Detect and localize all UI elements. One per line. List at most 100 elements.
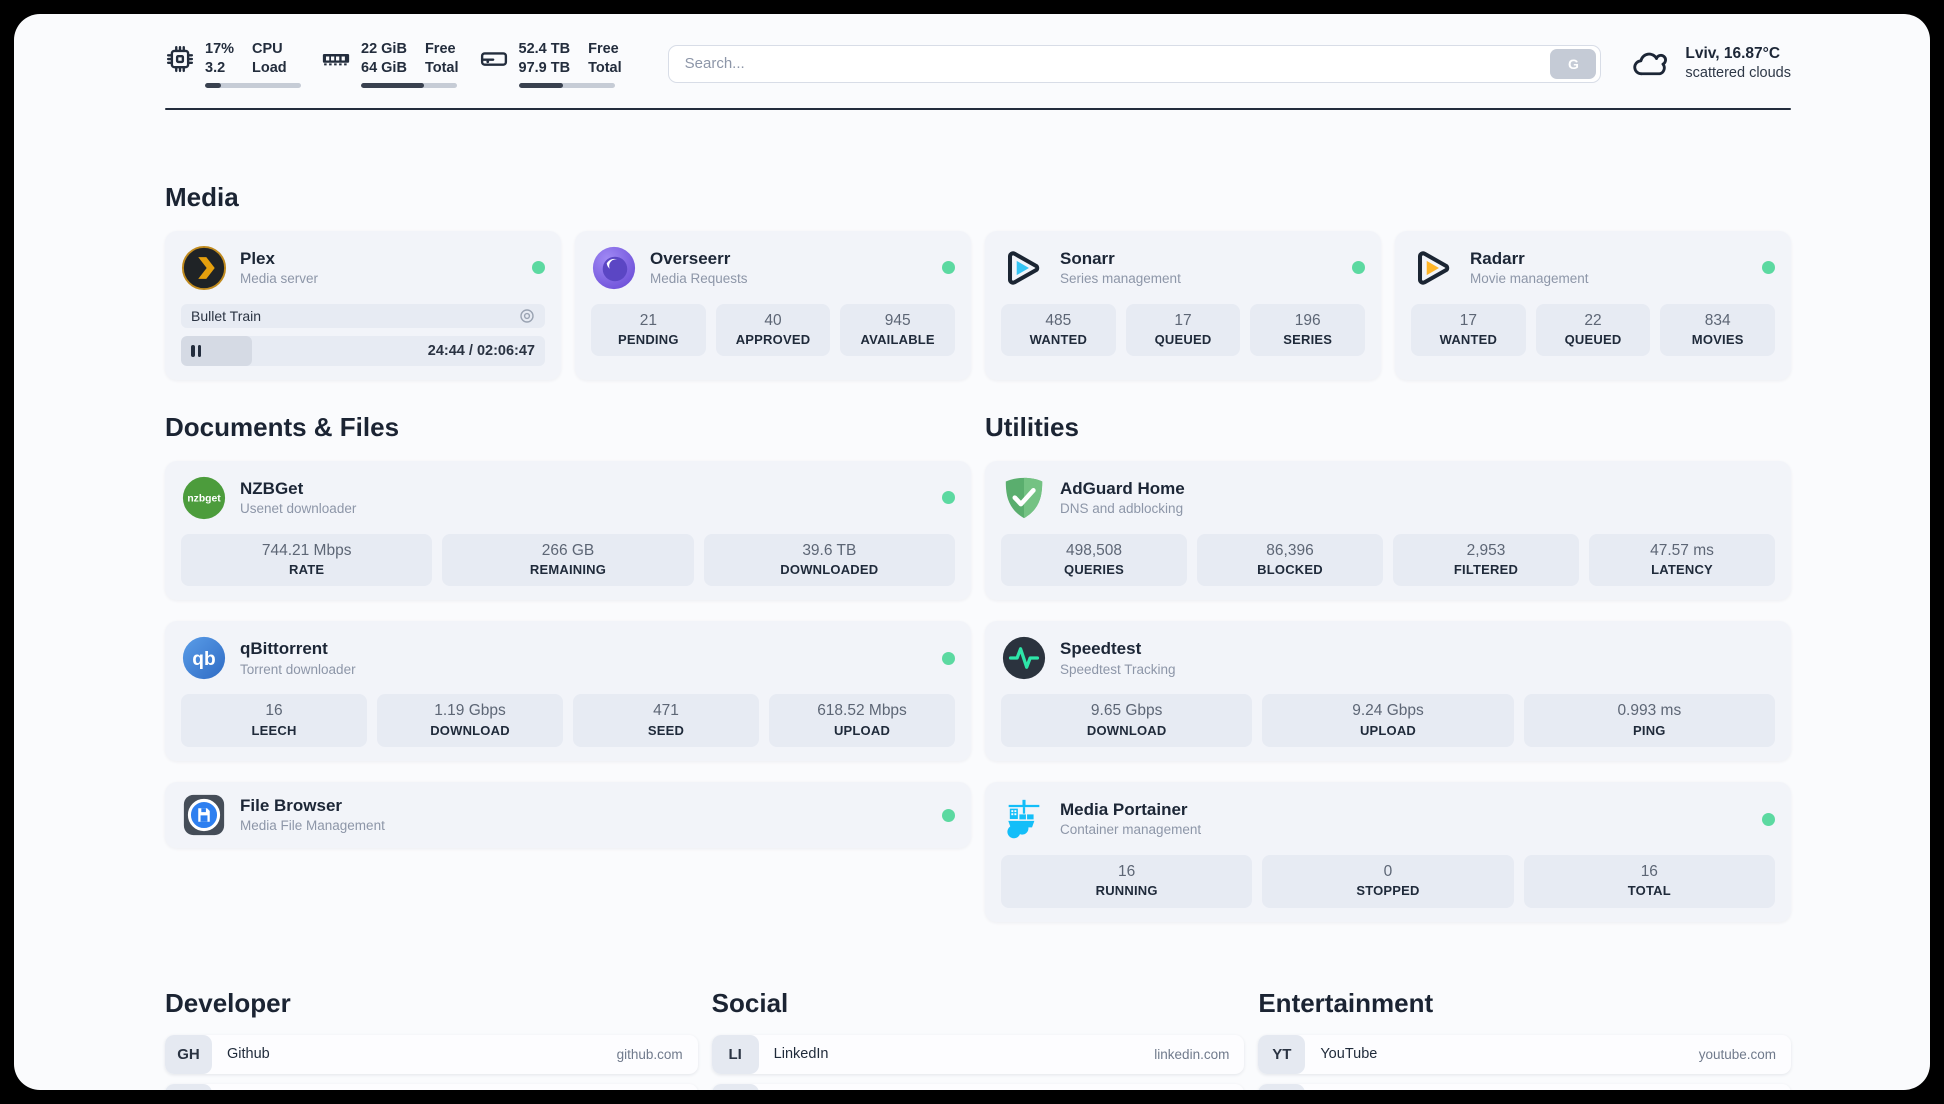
stat-upload: 618.52 Mbps UPLOAD: [769, 694, 955, 748]
status-dot: [1762, 812, 1775, 826]
section-title-media: Media: [165, 181, 239, 212]
app-subtitle: Container management: [1060, 822, 1202, 838]
section-title-social: Social: [711, 987, 789, 1018]
header-bar: 17% 3.2 CPU Load: [165, 40, 1791, 88]
portainer-icon: [1001, 796, 1047, 842]
status-dot: [942, 261, 955, 275]
app-name: NZBGet: [240, 478, 304, 498]
app-card-portainer[interactable]: Media Portainer Container management 16 …: [985, 782, 1791, 922]
cloud-icon: [1631, 46, 1673, 82]
bookmark-tag: LI: [711, 1034, 759, 1074]
app-card-plex[interactable]: Plex Media server Bullet Train: [165, 230, 561, 380]
app-card-sonarr[interactable]: Sonarr Series management 485 WANTED 17 Q…: [985, 230, 1381, 380]
weather-location-temp: Lviv, 16.87°C: [1685, 45, 1781, 63]
cpu-stat: 17% 3.2 CPU Load: [165, 40, 301, 88]
status-dot: [532, 261, 545, 275]
app-subtitle: Media Requests: [650, 271, 748, 287]
app-subtitle: Media server: [240, 271, 319, 287]
bookmark-tag: GH: [165, 1034, 212, 1074]
bookmark-linkedin[interactable]: LI LinkedIn linkedin.com: [711, 1034, 1245, 1074]
status-dot: [942, 491, 955, 505]
cast-target-icon[interactable]: [519, 308, 535, 324]
app-name: Plex: [240, 248, 275, 268]
weather-condition: scattered clouds: [1685, 65, 1791, 82]
bookmark-youtube[interactable]: YT YouTube youtube.com: [1258, 1034, 1792, 1074]
disk-stat: 52.4 TB 97.9 TB Free Total: [479, 40, 622, 88]
stat-movies: 834 MOVIES: [1660, 303, 1776, 357]
stat-seed: 471 SEED: [573, 694, 759, 748]
nzbget-icon: nzbget: [181, 475, 227, 521]
pause-icon[interactable]: [191, 344, 201, 357]
bookmark-name: YouTube: [1320, 1046, 1378, 1063]
bookmark-group-developer: Developer GH Github github.com SO StackO…: [165, 988, 698, 1090]
app-card-radarr[interactable]: Radarr Movie management 17 WANTED 22 QUE…: [1395, 230, 1791, 380]
header-divider: [165, 107, 1791, 110]
stat-latency: 47.57 ms LATENCY: [1589, 533, 1775, 587]
bookmark-github[interactable]: GH Github github.com: [165, 1034, 698, 1074]
app-card-speedtest[interactable]: Speedtest Speedtest Tracking 9.65 Gbps D…: [985, 621, 1791, 762]
status-dot: [1762, 261, 1775, 275]
stat-total: 16 TOTAL: [1523, 855, 1775, 908]
bookmark-group-entertainment: Entertainment YT YouTube youtube.com NF …: [1258, 988, 1792, 1090]
disk-total-value: 97.9 TB: [518, 59, 571, 76]
app-subtitle: DNS and adblocking: [1060, 501, 1184, 517]
bookmark-stackoverflow[interactable]: SO StackOverflow stackoverflow.com: [165, 1083, 698, 1090]
status-dot: [942, 808, 955, 822]
bookmark-netflix[interactable]: NF Netflix netflix.com: [1258, 1083, 1792, 1090]
app-name: Media Portainer: [1060, 800, 1188, 820]
app-name: Speedtest: [1060, 639, 1142, 659]
status-dot: [1352, 261, 1365, 275]
playback-progress-bar[interactable]: 24:44 / 02:06:47: [181, 335, 545, 366]
stat-download: 1.19 Gbps DOWNLOAD: [377, 694, 563, 748]
bookmark-twitter[interactable]: TW Twitter twitter.com: [711, 1083, 1245, 1090]
cpu-icon: [165, 44, 195, 74]
stat-rate: 744.21 Mbps RATE: [181, 533, 433, 587]
stat-blocked: 86,396 BLOCKED: [1197, 533, 1383, 587]
disk-icon: [479, 44, 509, 74]
app-subtitle: Torrent downloader: [240, 661, 356, 677]
stat-ping: 0.993 ms PING: [1523, 694, 1775, 748]
app-card-overseerr[interactable]: Overseerr Media Requests 21 PENDING 40 A…: [575, 230, 971, 380]
app-name: Radarr: [1470, 248, 1525, 268]
overseerr-icon: [591, 245, 637, 291]
app-card-nzbget[interactable]: nzbget NZBGet Usenet downloader 744.21 M…: [165, 460, 971, 601]
now-playing-row: Bullet Train: [181, 303, 545, 328]
section-title-documents: Documents & Files: [165, 411, 400, 442]
app-card-filebrowser[interactable]: File Browser Media File Management: [165, 782, 971, 849]
weather-widget[interactable]: Lviv, 16.87°C scattered clouds: [1631, 44, 1791, 83]
memory-free-value: 22 GiB: [361, 41, 407, 57]
bookmark-tag: SO: [165, 1083, 212, 1090]
stat-series: 196 SERIES: [1250, 303, 1366, 357]
bookmark-url: github.com: [616, 1046, 683, 1062]
dashboard-page: 17% 3.2 CPU Load: [14, 14, 1930, 1090]
utilities-column: Utilities AdGuard Home: [985, 412, 1791, 922]
memory-stat: 22 GiB 64 GiB Free Total: [321, 40, 459, 88]
disk-free-label: Free: [588, 41, 619, 57]
stat-upload: 9.24 Gbps UPLOAD: [1262, 694, 1514, 748]
stat-wanted: 485 WANTED: [1001, 303, 1116, 357]
filebrowser-icon: [181, 792, 227, 838]
stat-queued: 17 QUEUED: [1125, 303, 1241, 357]
status-dot: [942, 651, 955, 665]
app-name: Sonarr: [1060, 248, 1115, 268]
disk-total-label: Total: [588, 59, 622, 76]
app-card-adguard[interactable]: AdGuard Home DNS and adblocking 498,508 …: [985, 460, 1791, 601]
playback-time: 24:44 / 02:06:47: [427, 342, 535, 359]
disk-free-value: 52.4 TB: [518, 41, 571, 57]
app-subtitle: Series management: [1060, 271, 1181, 287]
memory-free-label: Free: [424, 41, 456, 57]
app-name: AdGuard Home: [1060, 478, 1185, 498]
search-input[interactable]: [668, 45, 1551, 82]
section-title-utilities: Utilities: [985, 411, 1079, 442]
bookmark-url: youtube.com: [1698, 1046, 1777, 1062]
stat-downloaded: 39.6 TB DOWNLOADED: [703, 533, 955, 587]
app-subtitle: Speedtest Tracking: [1060, 661, 1176, 677]
app-subtitle: Media File Management: [240, 818, 385, 834]
stat-filtered: 2,953 FILTERED: [1393, 533, 1579, 587]
search-engine-button[interactable]: G: [1550, 48, 1597, 79]
stat-wanted: 17 WANTED: [1411, 303, 1526, 357]
app-card-qbittorrent[interactable]: qb qBittorrent Torrent downloader 16 LEE…: [165, 621, 971, 762]
stat-available: 945 AVAILABLE: [840, 303, 956, 357]
section-title-developer: Developer: [165, 987, 291, 1018]
app-subtitle: Movie management: [1470, 271, 1589, 287]
